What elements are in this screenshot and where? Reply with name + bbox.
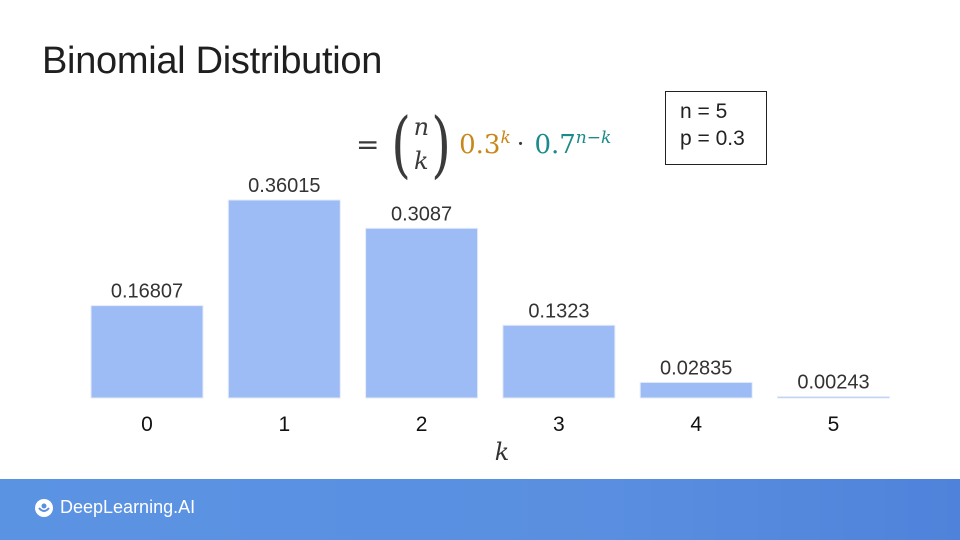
x-tick-label: 3 — [553, 413, 565, 436]
bar-value-label: 0.00243 — [797, 372, 869, 394]
slide-title: Binomial Distribution — [42, 40, 383, 82]
formula-binom-bottom: k — [414, 147, 429, 175]
formula-left-paren: ( — [391, 102, 412, 186]
brand-logo: DeepLearning.AI — [34, 497, 195, 518]
x-tick-label: 0 — [141, 413, 153, 436]
formula-dot: · — [516, 130, 525, 158]
x-tick-label: 4 — [690, 413, 702, 436]
formula-term1-base: 0.3 — [459, 130, 501, 160]
brand-name: DeepLearning.AI — [60, 497, 196, 517]
bar-value-label: 0.36015 — [248, 175, 320, 197]
formula-right-paren: ) — [431, 102, 451, 186]
formula-failure-term: 0.7n−k — [534, 128, 611, 160]
bar-value-label: 0.3087 — [391, 203, 452, 225]
bar-value-label: 0.16807 — [111, 281, 183, 303]
formula-binomial-coefficient: n k — [414, 110, 429, 178]
bar-k-3 — [502, 324, 616, 399]
x-axis-label: k — [495, 438, 510, 466]
formula-equals: = — [356, 127, 380, 161]
formula-term2-base: 0.7 — [534, 130, 576, 160]
footer-bar: DeepLearning.AI — [0, 479, 960, 540]
deeplearning-logo-icon — [35, 498, 53, 517]
formula-binom-top: n — [413, 113, 430, 141]
bar-k-1 — [227, 199, 341, 399]
bar-value-label: 0.1323 — [528, 300, 589, 322]
parameters-box: n = 5 p = 0.3 — [665, 91, 767, 165]
bar-k-2 — [365, 227, 479, 399]
x-tick-label: 1 — [278, 413, 290, 436]
param-n: n = 5 — [680, 100, 728, 123]
x-tick-label: 5 — [828, 413, 840, 436]
bar-k-4 — [639, 381, 753, 399]
param-p: p = 0.3 — [680, 127, 745, 150]
x-tick-label: 2 — [416, 413, 428, 436]
bar-value-label: 0.02835 — [660, 357, 732, 379]
bar-k-5 — [777, 396, 890, 399]
binomial-formula: = ( n k ) 0.3k · 0.7n−k — [356, 104, 611, 184]
formula-term2-exp: n−k — [575, 128, 612, 148]
formula-success-term: 0.3k — [459, 128, 511, 160]
formula-term1-exp: k — [500, 128, 511, 148]
binomial-bar-chart: 0.16807 0 0.36015 1 0.3087 2 0.1323 3 0.02835 4 0.… — [90, 175, 890, 466]
bar-k-0 — [90, 305, 204, 399]
